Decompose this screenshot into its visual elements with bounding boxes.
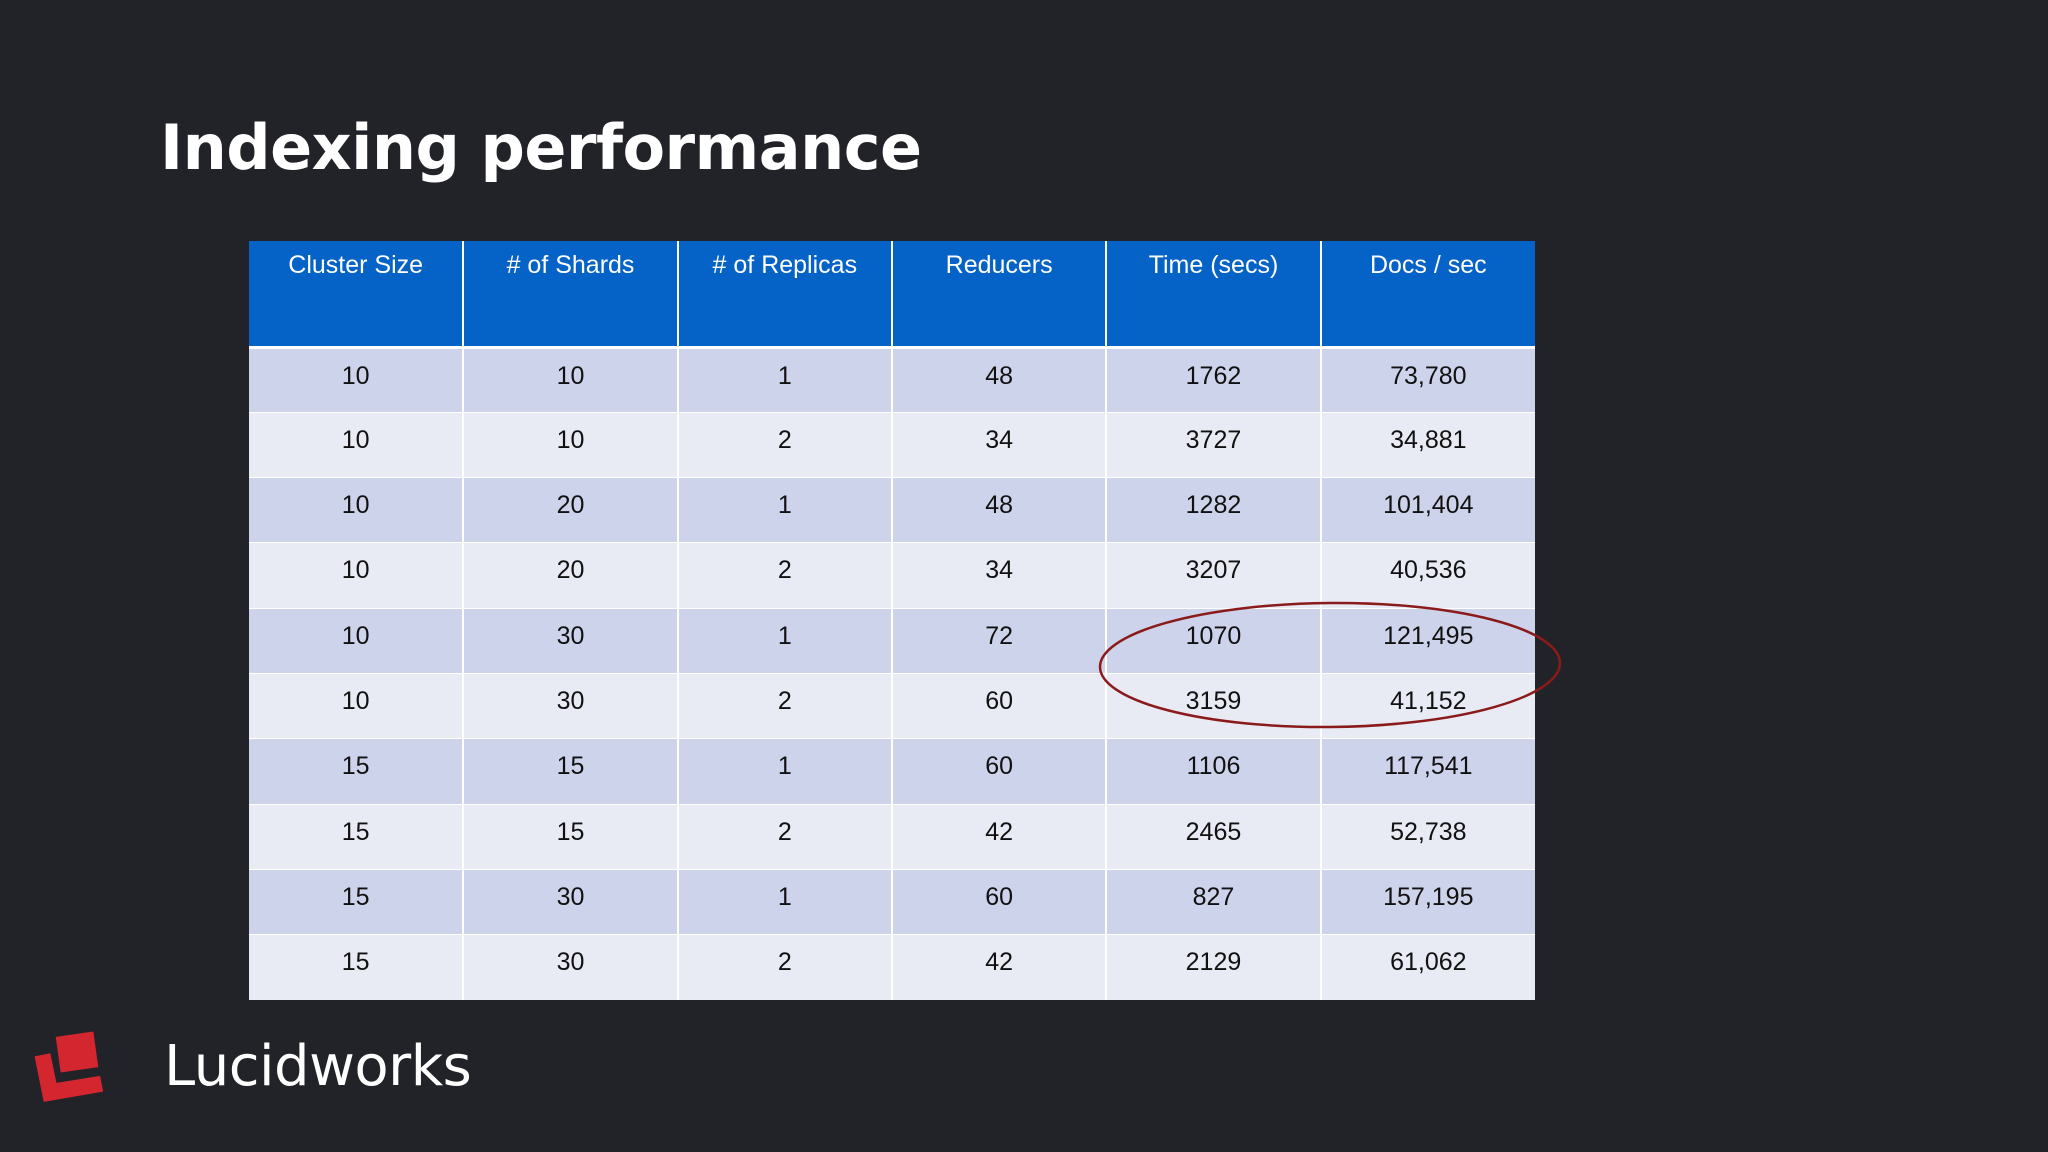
header-cluster-size: Cluster Size [249,241,464,349]
cell-reducers: 48 [890,346,1107,413]
cell-time: 2129 [1105,934,1321,1000]
cell-replicas: 2 [676,542,892,609]
cell-replicas: 2 [676,411,892,478]
cell-cluster-size: 15 [249,934,464,1000]
header-docs-per-sec: Docs / sec [1319,241,1535,349]
table-row: 10 30 1 72 1070 121,495 [249,607,1535,674]
cell-time: 1106 [1105,738,1321,805]
cell-replicas: 1 [676,868,892,935]
table-row: 10 10 1 48 1762 73,780 [249,346,1535,413]
cell-cluster-size: 15 [249,803,464,870]
cell-shards: 30 [462,607,678,674]
header-time: Time (secs) [1105,241,1321,349]
cell-docs-per-sec: 157,195 [1319,868,1535,935]
cell-time: 1070 [1105,607,1321,674]
cell-reducers: 60 [890,868,1107,935]
cell-replicas: 1 [676,477,892,543]
table-row: 15 15 2 42 2465 52,738 [249,803,1535,870]
table-row: 15 15 1 60 1106 117,541 [249,738,1535,805]
cell-replicas: 2 [676,934,892,1000]
cell-reducers: 34 [890,542,1107,609]
cell-cluster-size: 10 [249,542,464,609]
cell-replicas: 1 [676,738,892,805]
cell-time: 3159 [1105,672,1321,739]
cell-cluster-size: 10 [249,346,464,413]
cell-reducers: 42 [890,934,1107,1000]
cell-reducers: 48 [890,477,1107,543]
cell-time: 3207 [1105,542,1321,609]
performance-table: Cluster Size # of Shards # of Replicas R… [249,241,1535,1000]
cell-cluster-size: 10 [249,477,464,543]
cell-reducers: 60 [890,672,1107,739]
cell-docs-per-sec: 40,536 [1319,542,1535,609]
cell-reducers: 42 [890,803,1107,870]
cell-shards: 15 [462,738,678,805]
cell-cluster-size: 10 [249,672,464,739]
header-reducers: Reducers [890,241,1107,349]
cell-replicas: 1 [676,607,892,674]
cell-time: 827 [1105,868,1321,935]
cell-docs-per-sec: 121,495 [1319,607,1535,674]
cell-docs-per-sec: 101,404 [1319,477,1535,543]
header-shards: # of Shards [462,241,678,349]
cell-reducers: 60 [890,738,1107,805]
table-row: 15 30 2 42 2129 61,062 [249,934,1535,1000]
cell-time: 2465 [1105,803,1321,870]
cell-replicas: 2 [676,672,892,739]
brand: Lucidworks [34,1030,472,1102]
cell-shards: 20 [462,477,678,543]
cell-shards: 20 [462,542,678,609]
cell-docs-per-sec: 34,881 [1319,411,1535,478]
cell-docs-per-sec: 61,062 [1319,934,1535,1000]
cell-docs-per-sec: 52,738 [1319,803,1535,870]
cell-reducers: 34 [890,411,1107,478]
cell-replicas: 1 [676,346,892,413]
slide-title: Indexing performance [160,111,922,184]
cell-cluster-size: 15 [249,868,464,935]
performance-table-container: Cluster Size # of Shards # of Replicas R… [249,241,1535,1004]
cell-time: 3727 [1105,411,1321,478]
cell-shards: 30 [462,672,678,739]
cell-time: 1762 [1105,346,1321,413]
cell-reducers: 72 [890,607,1107,674]
table-row: 10 20 1 48 1282 101,404 [249,477,1535,543]
cell-cluster-size: 10 [249,411,464,478]
cell-replicas: 2 [676,803,892,870]
cell-docs-per-sec: 117,541 [1319,738,1535,805]
cell-shards: 10 [462,346,678,413]
table-row: 15 30 1 60 827 157,195 [249,868,1535,935]
header-replicas: # of Replicas [676,241,892,349]
cell-shards: 10 [462,411,678,478]
cell-shards: 30 [462,934,678,1000]
cell-cluster-size: 15 [249,738,464,805]
lucidworks-logo-icon [34,1031,104,1102]
brand-name: Lucidworks [164,1033,472,1099]
table-header-row: Cluster Size # of Shards # of Replicas R… [249,241,1535,349]
table-row: 10 20 2 34 3207 40,536 [249,542,1535,609]
cell-cluster-size: 10 [249,607,464,674]
table-row: 10 30 2 60 3159 41,152 [249,672,1535,739]
cell-shards: 30 [462,868,678,935]
table-row: 10 10 2 34 3727 34,881 [249,411,1535,478]
cell-docs-per-sec: 41,152 [1319,672,1535,739]
cell-shards: 15 [462,803,678,870]
cell-docs-per-sec: 73,780 [1319,346,1535,413]
cell-time: 1282 [1105,477,1321,543]
